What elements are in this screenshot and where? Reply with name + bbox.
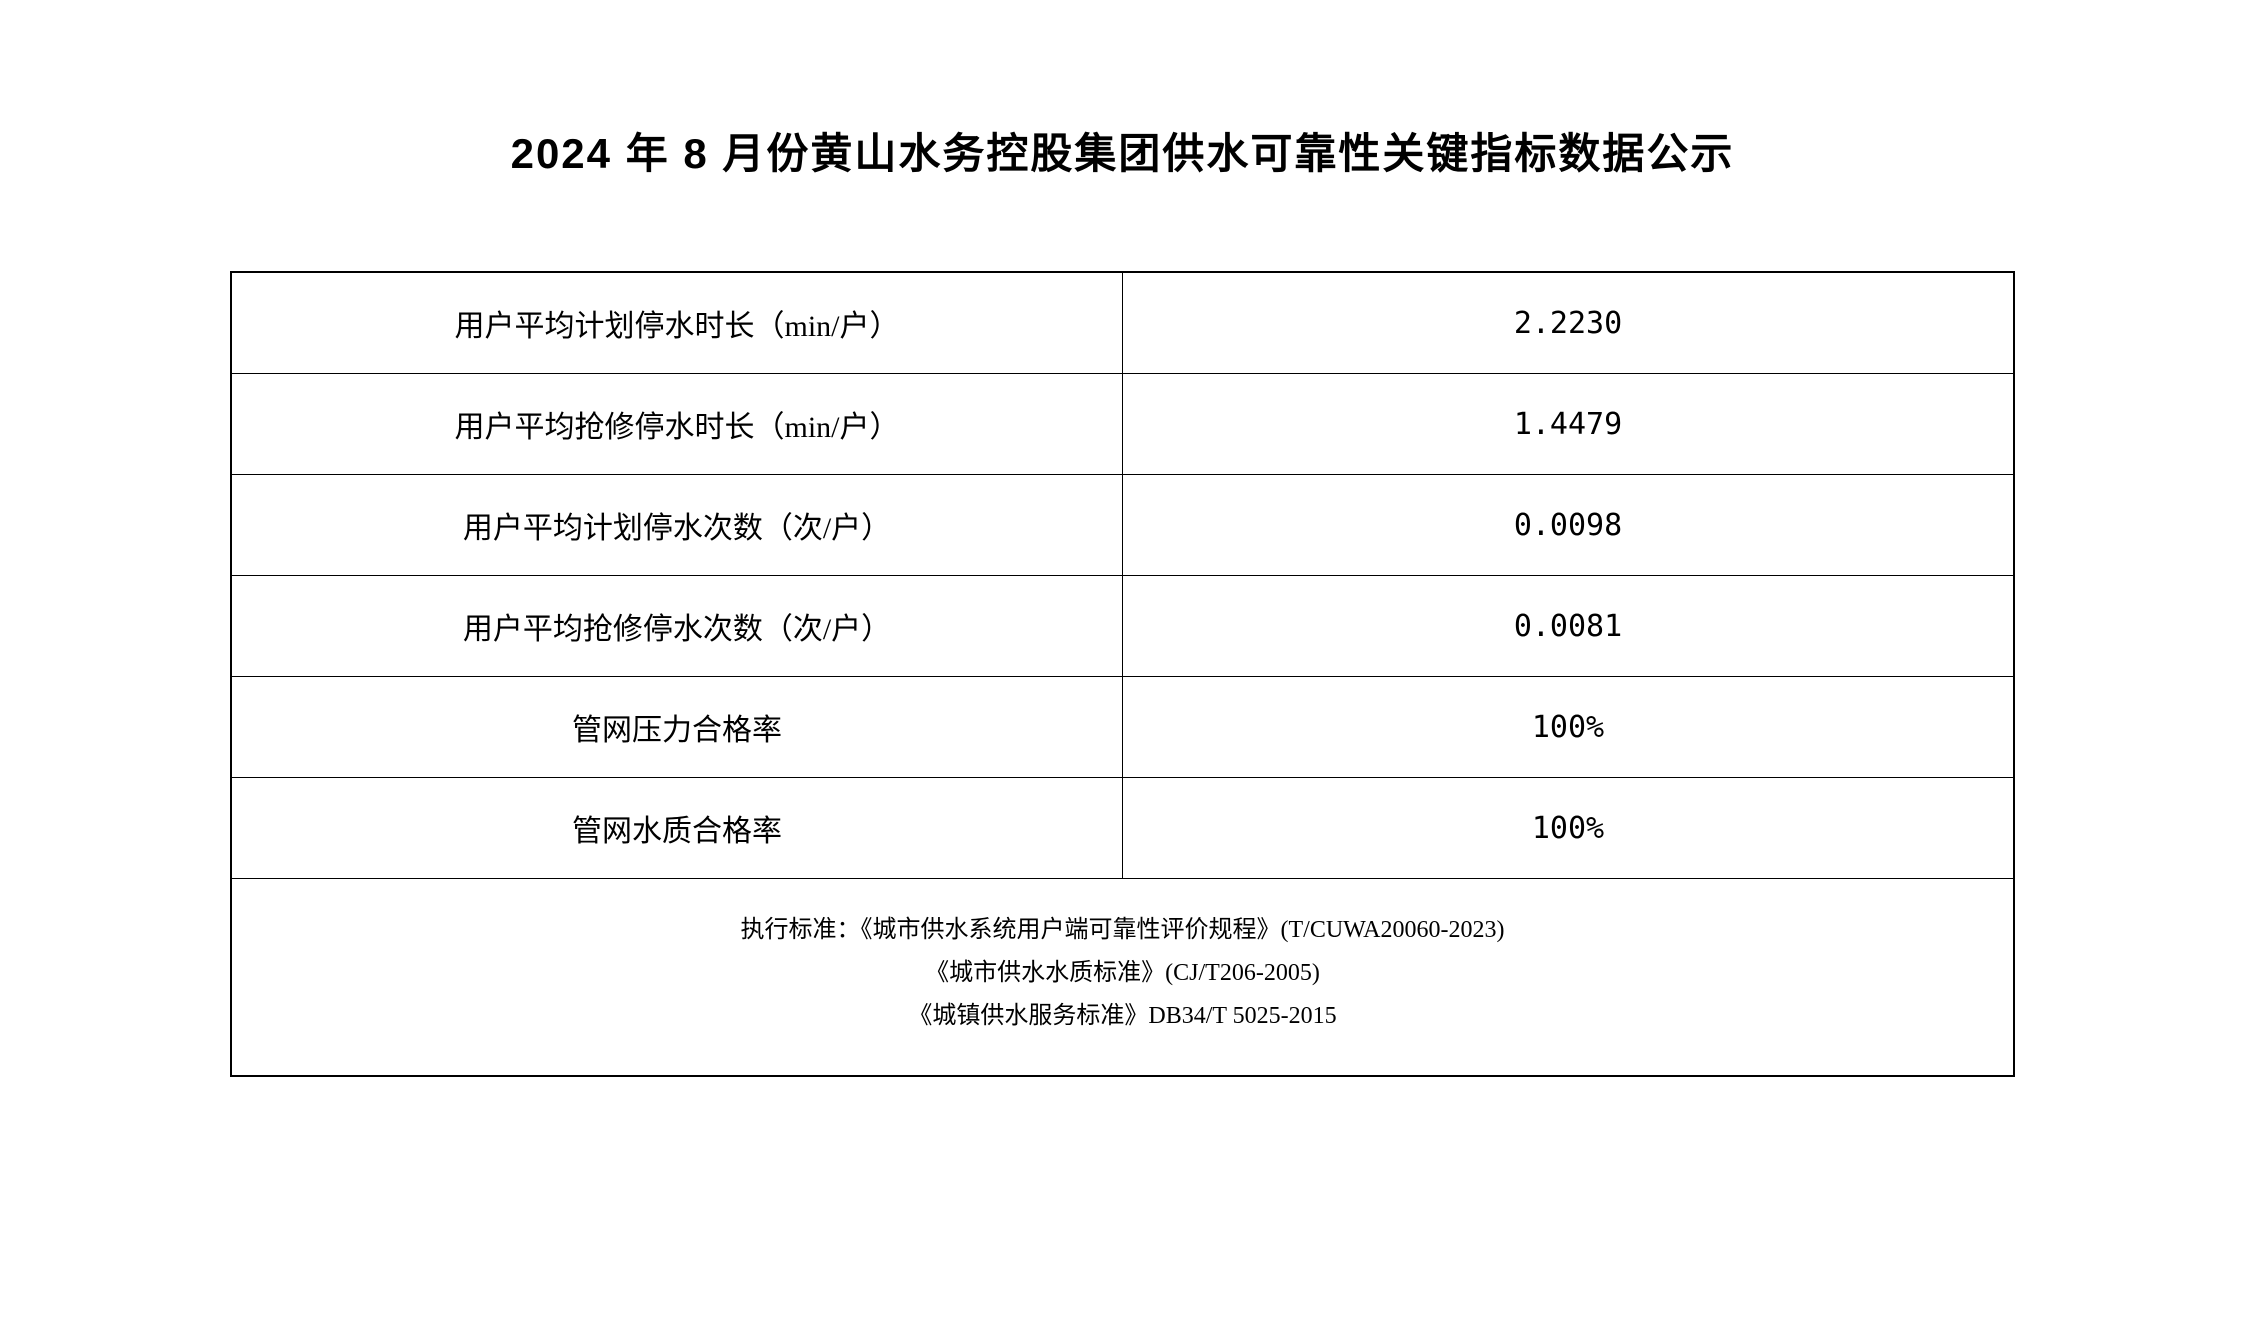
table-row: 管网水质合格率 100% <box>231 778 2014 879</box>
standard-line: 《城镇供水服务标准》DB34/T 5025-2015 <box>252 995 1993 1038</box>
metric-label: 用户平均抢修停水时长（min/户） <box>231 374 1123 475</box>
table-row: 用户平均抢修停水次数（次/户） 0.0081 <box>231 576 2014 677</box>
standard-line: 《城市供水水质标准》(CJ/T206-2005) <box>252 952 1993 995</box>
metric-label: 管网水质合格率 <box>231 778 1123 879</box>
metric-value: 100% <box>1123 778 2015 879</box>
metric-value: 2.2230 <box>1123 272 2015 374</box>
standards-footer: 执行标准：《城市供水系统用户端可靠性评价规程》(T/CUWA20060-2023… <box>231 879 2014 1076</box>
data-table: 用户平均计划停水时长（min/户） 2.2230 用户平均抢修停水时长（min/… <box>230 271 2015 1077</box>
metric-label: 用户平均计划停水时长（min/户） <box>231 272 1123 374</box>
standard-line: 执行标准：《城市供水系统用户端可靠性评价规程》(T/CUWA20060-2023… <box>252 909 1993 952</box>
metric-value: 1.4479 <box>1123 374 2015 475</box>
metric-label: 用户平均抢修停水次数（次/户） <box>231 576 1123 677</box>
table-row: 用户平均计划停水时长（min/户） 2.2230 <box>231 272 2014 374</box>
table-row: 用户平均抢修停水时长（min/户） 1.4479 <box>231 374 2014 475</box>
document-container: 2024 年 8 月份黄山水务控股集团供水可靠性关键指标数据公示 用户平均计划停… <box>0 0 2245 1077</box>
metric-label: 用户平均计划停水次数（次/户） <box>231 475 1123 576</box>
document-title: 2024 年 8 月份黄山水务控股集团供水可靠性关键指标数据公示 <box>230 120 2015 181</box>
metric-value: 0.0098 <box>1123 475 2015 576</box>
metric-value: 0.0081 <box>1123 576 2015 677</box>
table-row: 管网压力合格率 100% <box>231 677 2014 778</box>
metric-label: 管网压力合格率 <box>231 677 1123 778</box>
table-row: 用户平均计划停水次数（次/户） 0.0098 <box>231 475 2014 576</box>
metric-value: 100% <box>1123 677 2015 778</box>
table-footer-row: 执行标准：《城市供水系统用户端可靠性评价规程》(T/CUWA20060-2023… <box>231 879 2014 1076</box>
